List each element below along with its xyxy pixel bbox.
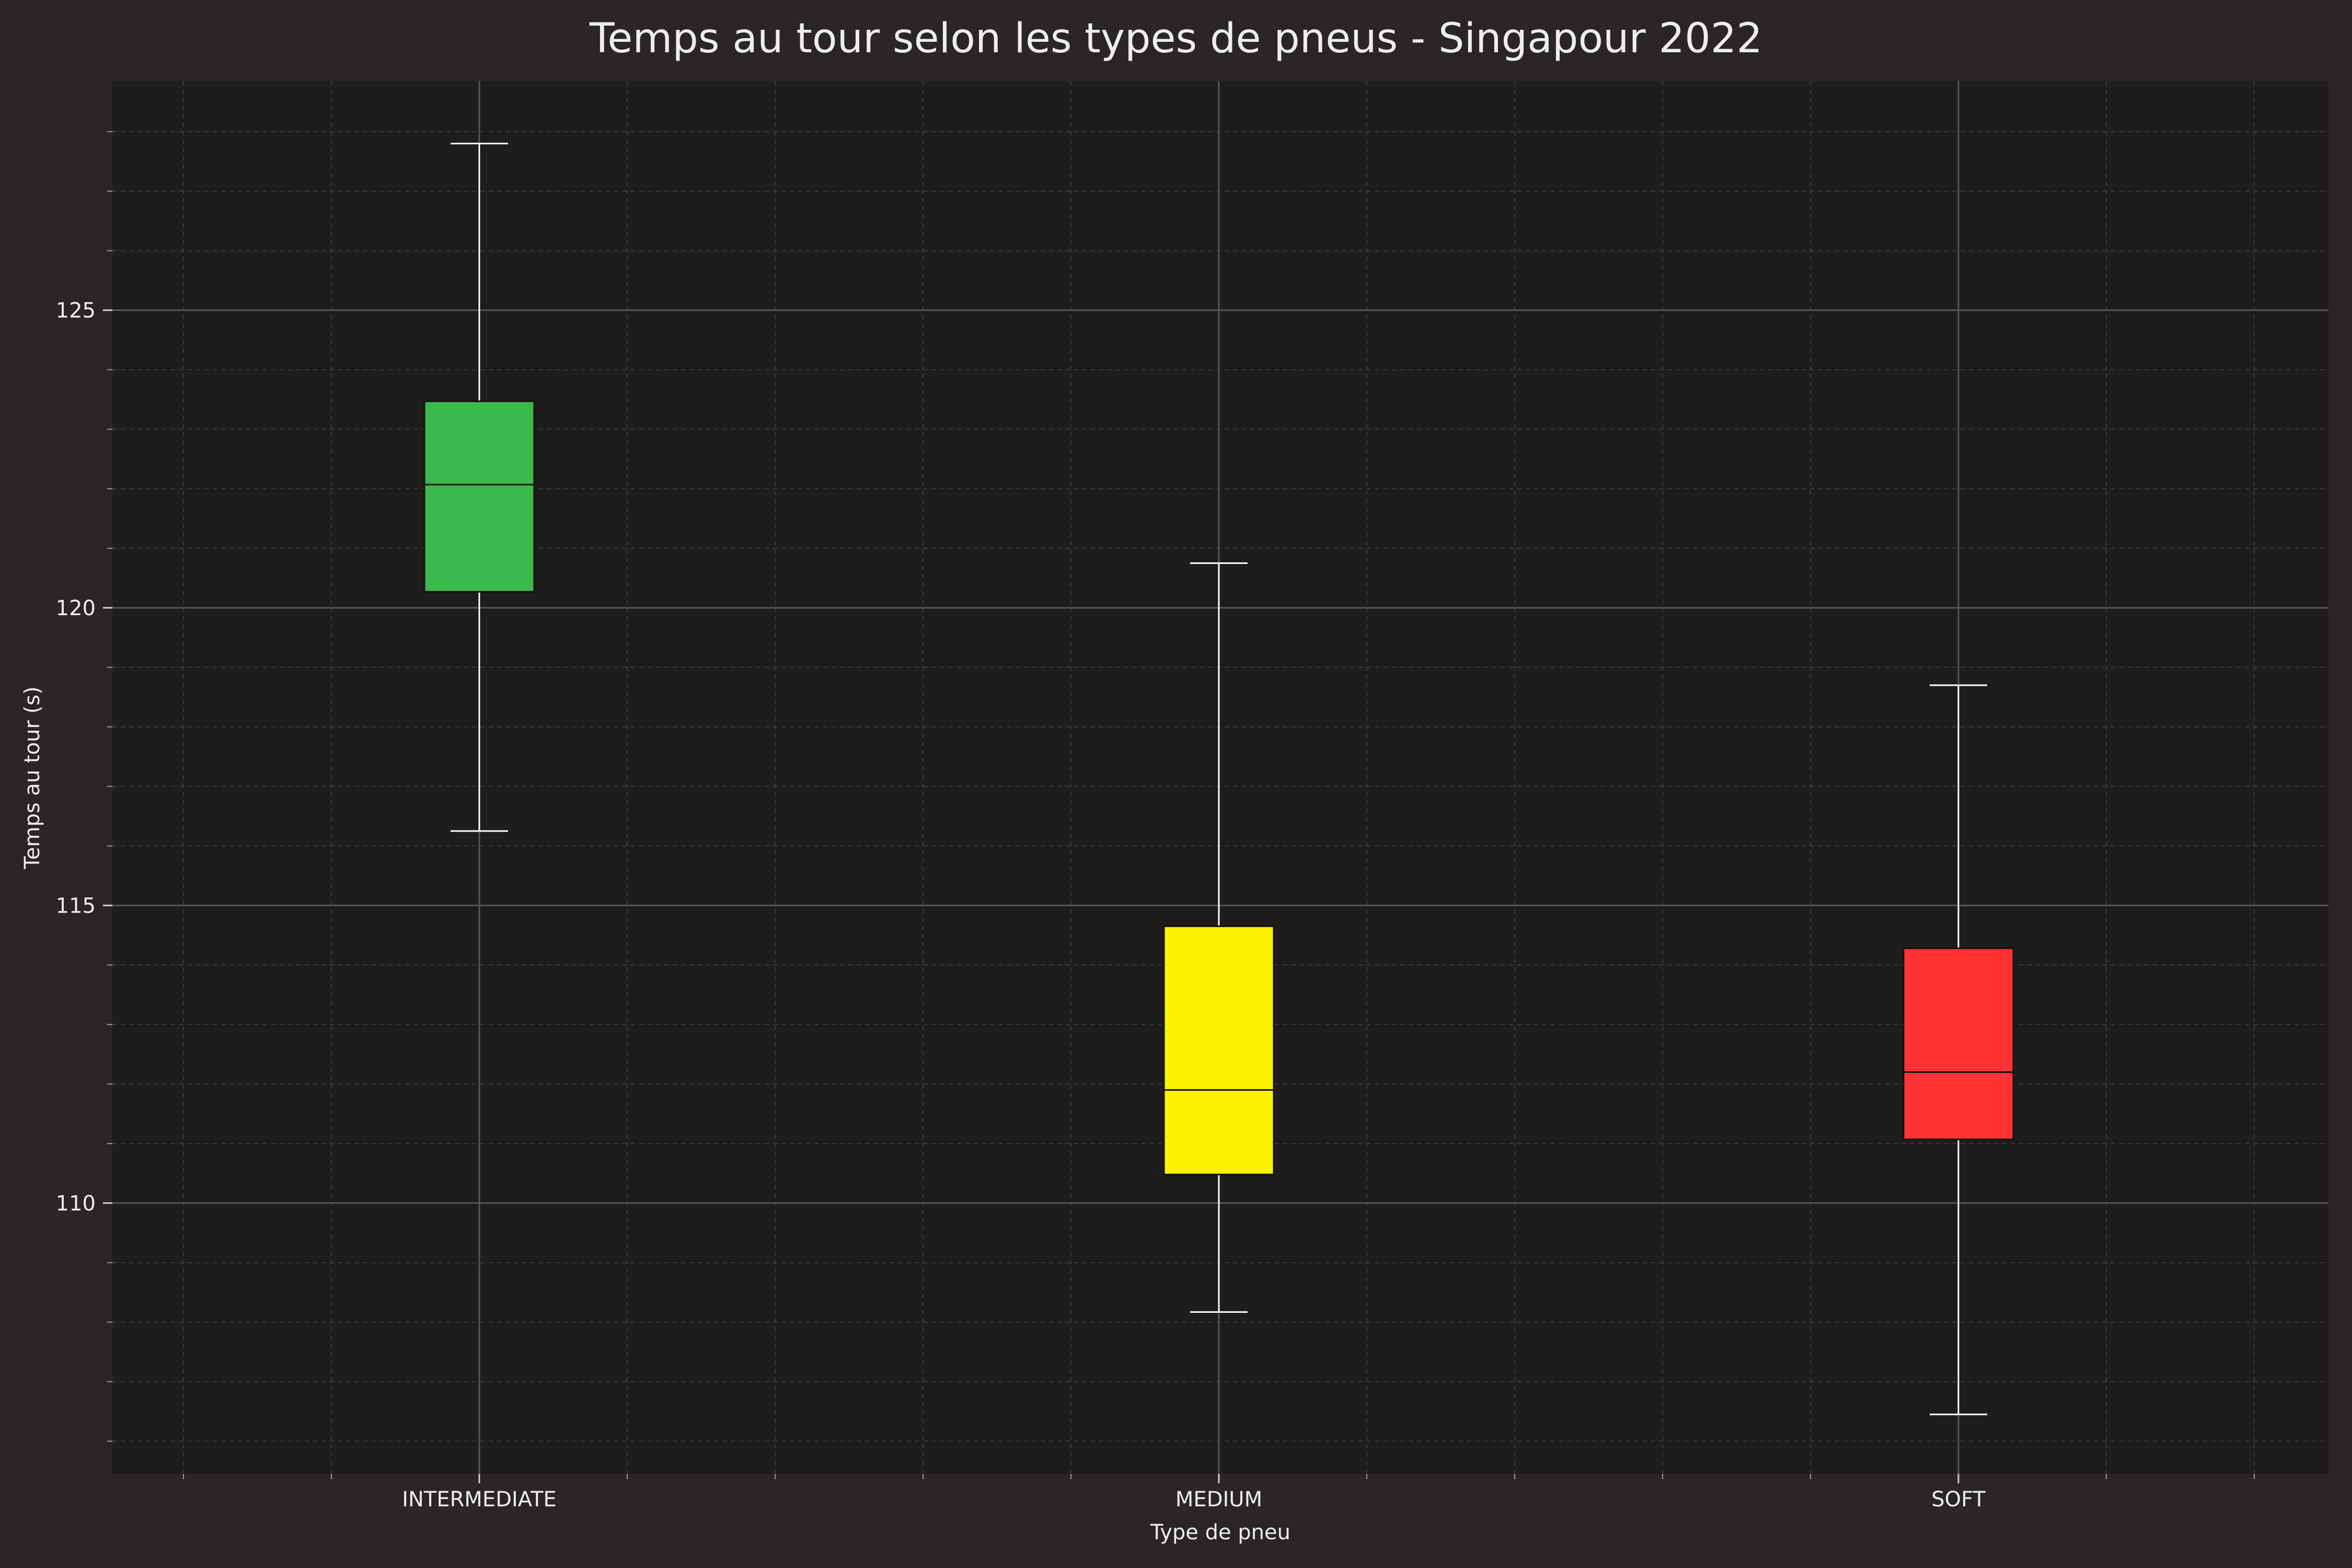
- box-intermediate: [423, 143, 535, 832]
- y-tick-label: 115: [56, 894, 96, 918]
- x-tick-label: INTERMEDIATE: [402, 1488, 557, 1512]
- plot-area: [112, 81, 2328, 1474]
- box-iqr: [1903, 947, 2014, 1140]
- box-iqr: [1163, 925, 1275, 1175]
- x-tick-label: SOFT: [1931, 1488, 1986, 1512]
- box-iqr: [423, 400, 535, 593]
- chart-title: Temps au tour selon les types de pneus -…: [589, 15, 1762, 62]
- y-tick-label: 120: [56, 596, 96, 620]
- x-axis-label: Type de pneu: [1150, 1520, 1290, 1544]
- x-tick-label: MEDIUM: [1175, 1488, 1262, 1512]
- box-series: [423, 143, 2014, 1415]
- y-tick-label: 125: [56, 298, 96, 322]
- axis-ticks: 110 115 120 125 INTERMEDIATE MEDIUM SOFT: [56, 131, 2255, 1512]
- box-soft: [1903, 684, 2014, 1415]
- box-medium: [1163, 562, 1275, 1313]
- y-axis-label: Temps au tour (s): [20, 686, 44, 869]
- y-tick-label: 110: [56, 1192, 96, 1216]
